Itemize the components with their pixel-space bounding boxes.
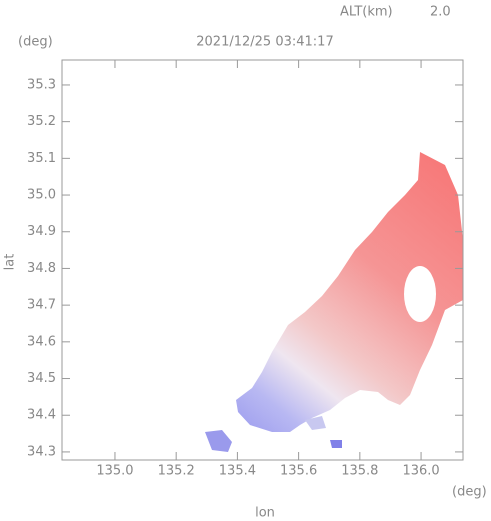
x-tick-label: 135.6 (280, 464, 317, 479)
y-tick-label: 34.3 (27, 444, 56, 459)
y-tick-label: 34.9 (27, 224, 56, 239)
y-tick-label: 35.2 (27, 114, 56, 129)
y-unit: (deg) (18, 35, 53, 50)
x-tick-label: 135.2 (158, 464, 195, 479)
x-tick-label: 135.4 (219, 464, 256, 479)
chart-title: 2021/12/25 03:41:17 (196, 35, 333, 50)
plot-frame (61, 59, 464, 461)
x-tick-label: 135.8 (341, 464, 378, 479)
x-unit: (deg) (452, 485, 487, 500)
echo (205, 152, 463, 452)
y-axis-label: lat (3, 254, 18, 271)
x-axis-label: lon (255, 506, 275, 521)
x-tick-label: 136.0 (402, 464, 439, 479)
y-tick-label: 34.7 (27, 298, 56, 313)
y-tick-label: 35.1 (27, 151, 56, 166)
y-tick-label: 35.3 (27, 77, 56, 92)
y-tick-label: 34.6 (27, 334, 56, 349)
y-tick-label: 34.4 (27, 408, 56, 423)
y-tick-label: 34.5 (27, 371, 56, 386)
y-tick-label: 34.8 (27, 261, 56, 276)
y-tick-label: 35.0 (27, 188, 56, 203)
x-tick-label: 135.0 (96, 464, 133, 479)
altitude-label: ALT(km) (340, 5, 393, 20)
altitude-value: 2.0 (430, 5, 451, 20)
